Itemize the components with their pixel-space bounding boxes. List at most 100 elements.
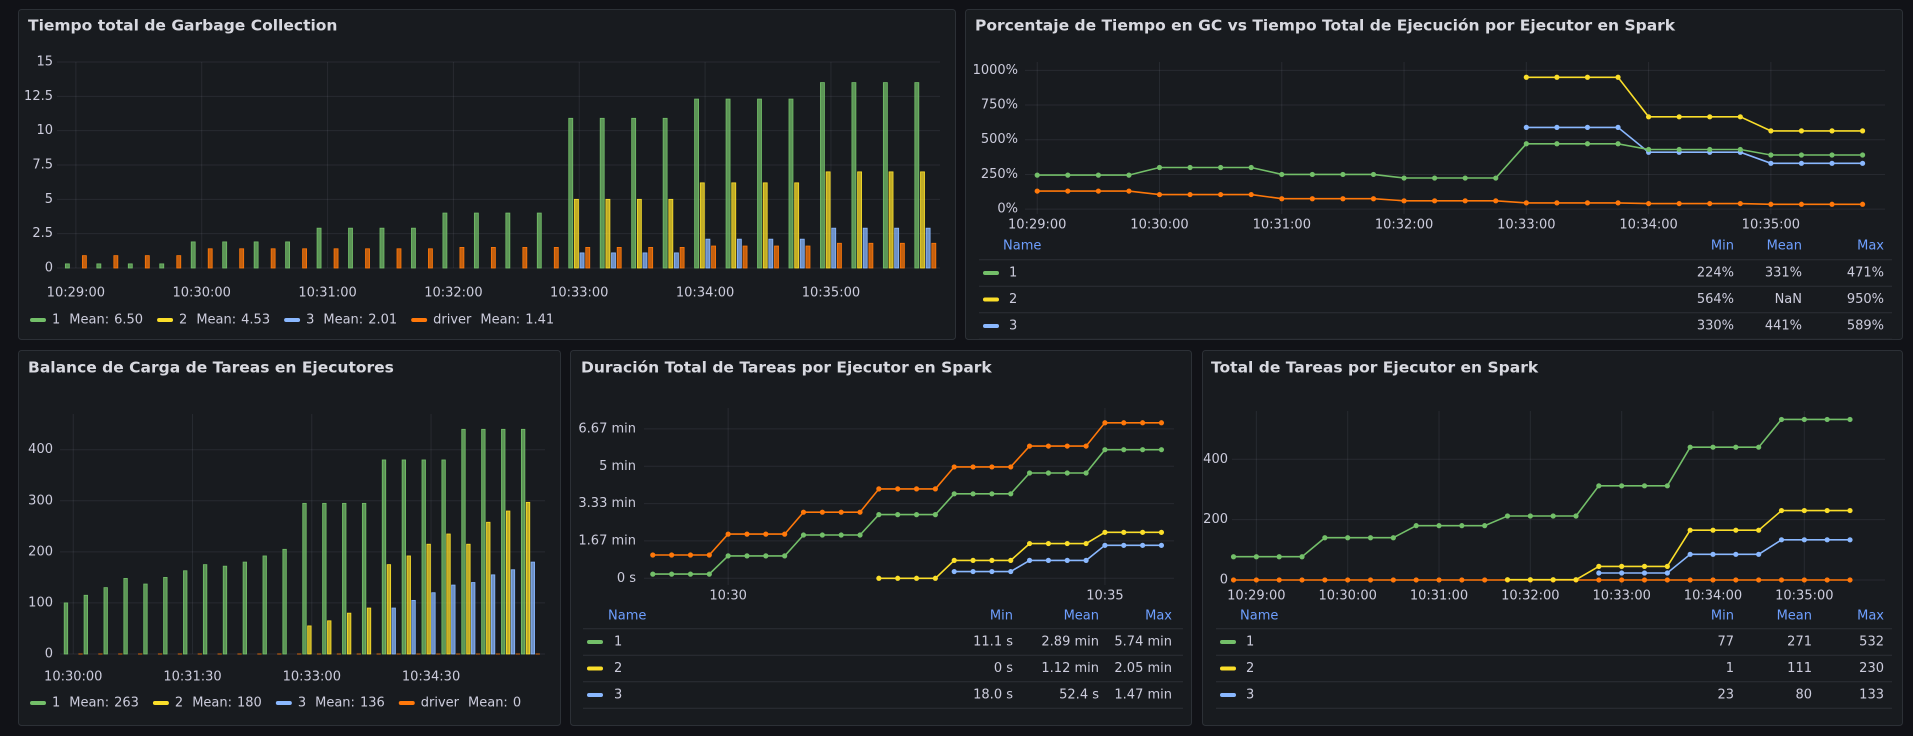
data-point (1847, 416, 1853, 423)
bar (931, 242, 937, 269)
data-point (1615, 200, 1621, 206)
data-point (895, 512, 901, 518)
data-point (1859, 201, 1866, 207)
data-point (1859, 160, 1866, 166)
data-point (1309, 196, 1315, 202)
legend-label: 1 (1009, 266, 1017, 281)
legend-stat-value: 180 (237, 696, 262, 711)
data-point (1156, 191, 1163, 198)
data-point (857, 532, 863, 538)
x-tick-label: 10:32:00 (1375, 218, 1433, 233)
legend-label: 1 (614, 635, 622, 650)
data-point (819, 509, 825, 515)
data-point (951, 568, 957, 575)
data-point (1778, 577, 1785, 583)
data-point (763, 553, 769, 559)
x-tick-label: 10:29:00 (1008, 218, 1066, 233)
x-tick-label: 10:34:00 (1619, 218, 1677, 233)
bar (851, 82, 857, 269)
data-point (1707, 200, 1713, 207)
panel-title: Porcentaje de Tiempo en GC vs Tiempo Tot… (975, 17, 1676, 35)
bar (788, 98, 794, 269)
table-header: Name (608, 609, 646, 624)
data-point (1615, 74, 1621, 80)
data-point (1158, 420, 1165, 426)
data-point (1778, 507, 1785, 514)
data-point (1733, 577, 1739, 583)
data-point (1733, 551, 1739, 557)
y-tick-label: 200 (28, 544, 53, 559)
table-header: Mean (1777, 609, 1812, 624)
data-point (800, 509, 807, 515)
data-point (1801, 416, 1807, 423)
bar (536, 212, 542, 269)
bar (920, 171, 925, 269)
x-tick-label: 10:34:30 (402, 670, 460, 685)
data-point (1756, 551, 1762, 557)
data-point (913, 512, 920, 518)
x-tick-label: 10:31:00 (298, 286, 356, 301)
legend-label: 2 (1009, 292, 1017, 307)
bar (123, 578, 128, 655)
data-point (1710, 551, 1716, 557)
data-point (650, 571, 656, 577)
data-point (1034, 172, 1040, 178)
data-point (1778, 416, 1785, 423)
y-tick-label: 5 min (599, 459, 636, 474)
data-point (1798, 160, 1805, 166)
data-point (819, 532, 825, 538)
data-point (800, 532, 807, 538)
bar (768, 238, 774, 269)
data-point (1619, 483, 1625, 489)
data-point (1401, 175, 1407, 181)
data-point (970, 464, 976, 470)
data-point (1859, 152, 1866, 158)
table-cell: 532 (1859, 635, 1884, 650)
data-point (1248, 164, 1254, 171)
data-point (1707, 146, 1713, 153)
bar (611, 252, 616, 269)
data-point (1523, 74, 1529, 80)
data-point (1829, 201, 1835, 207)
data-point (1390, 577, 1396, 583)
x-tick-label: 10:33:00 (283, 670, 341, 685)
x-tick-label: 10:30:00 (1130, 218, 1188, 233)
legend-stat-label: Mean: (196, 313, 236, 328)
x-tick-label: 10:31:00 (1410, 589, 1468, 604)
bar (642, 252, 648, 269)
table-cell: 471% (1847, 266, 1884, 281)
data-point (1584, 200, 1591, 206)
table-cell: 441% (1765, 319, 1802, 334)
y-tick-label: 200 (1203, 512, 1228, 527)
table-cell: 77 (1717, 635, 1734, 650)
legend-stat-value: 6.50 (114, 313, 143, 328)
data-point (1737, 146, 1743, 153)
legend-label: 1 (52, 313, 60, 328)
bar (222, 565, 228, 655)
data-point (989, 464, 995, 470)
data-point (1459, 523, 1465, 529)
x-tick-label: 10:29:00 (1227, 589, 1285, 604)
data-point (706, 571, 712, 577)
data-point (1584, 74, 1591, 80)
data-point (1493, 175, 1499, 181)
data-point (1573, 513, 1579, 519)
data-point (970, 568, 976, 575)
data-point (1279, 196, 1285, 202)
x-tick-label: 10:33:00 (1497, 218, 1555, 233)
data-point (1710, 527, 1716, 533)
x-tick-label: 10:33:00 (1592, 589, 1650, 604)
table-header: Min (1711, 239, 1734, 254)
x-tick-label: 10:30:00 (44, 670, 102, 685)
panel-title: Duración Total de Tareas por Ejecutor en… (581, 359, 992, 377)
data-point (687, 571, 694, 577)
y-tick-label: 300 (28, 493, 53, 508)
bar (574, 198, 579, 269)
data-point (895, 486, 901, 492)
table-cell: 271 (1787, 635, 1812, 650)
data-point (857, 509, 863, 515)
data-point (1554, 74, 1560, 80)
legend-label: 3 (1009, 319, 1017, 334)
data-point (1140, 420, 1146, 426)
